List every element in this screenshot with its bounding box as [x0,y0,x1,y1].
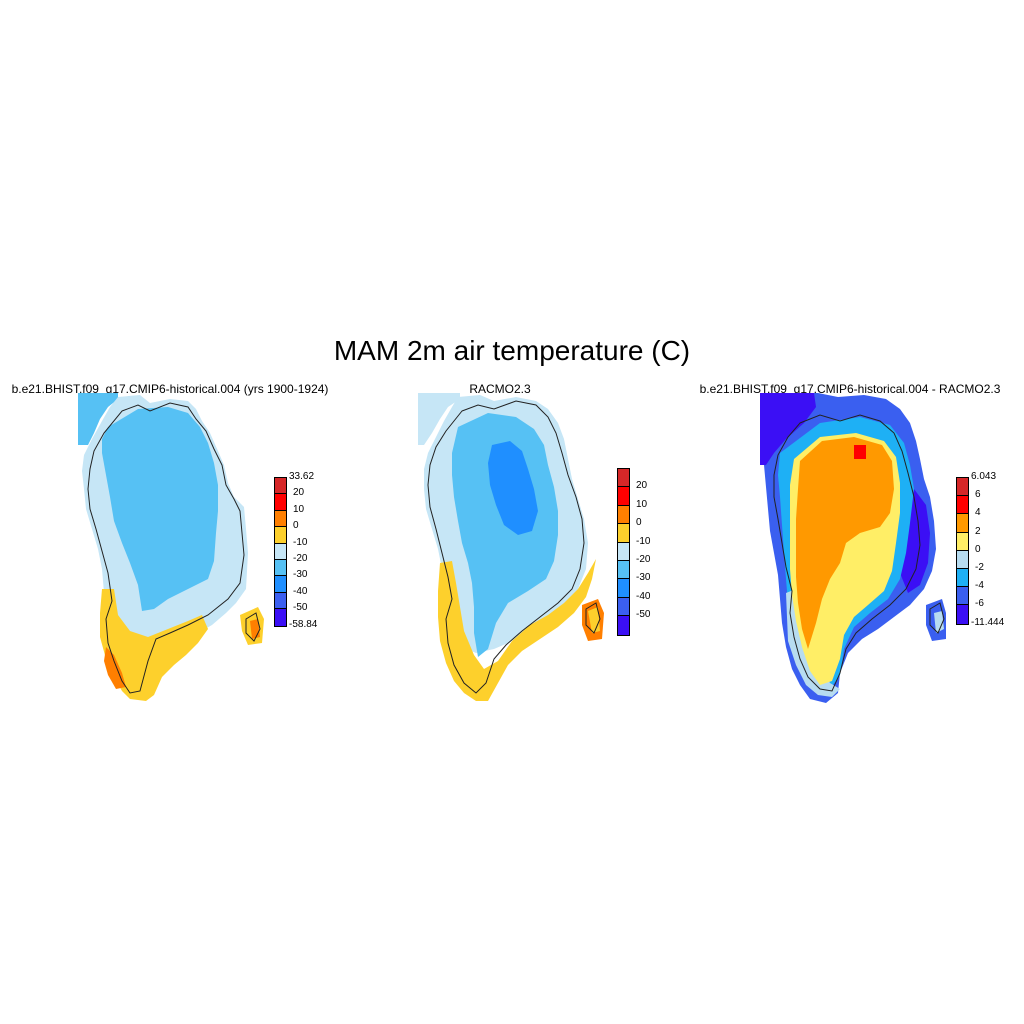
panel-3-map [760,393,946,703]
colorbar-tick-label: 0 [975,543,981,555]
panel-3-red-spot [854,445,866,459]
panel-1-map [78,393,264,701]
panel-2-ocean-corner [418,393,460,445]
colorbar-swatch [275,478,286,495]
colorbar-tick-label: 0 [636,517,642,529]
panel-2-map [418,393,604,701]
panel-2-cold-core [488,441,538,535]
colorbar-tick-label: 6.043 [971,471,997,482]
colorbar-tick-label: -20 [636,554,651,565]
colorbar-tick-label: 10 [636,498,648,510]
panel-1-colorbar [274,477,287,627]
panel-1-island-outline [245,612,261,642]
colorbar-swatch [618,505,629,525]
colorbar-swatch [275,592,286,610]
colorbar-swatch [275,576,286,593]
panel-1-interior-zone [102,407,218,611]
colorbar-tick-label: 2 [975,525,981,537]
colorbar-tick-label: -40 [636,590,651,602]
colorbar-tick-label: -11.444 [971,616,1005,628]
colorbar-swatch [618,542,629,561]
colorbar-tick-label: -40 [293,585,308,597]
colorbar-tick-label: 0 [293,520,299,532]
panel-3-coastline [773,414,921,692]
colorbar-tick-label: 10 [293,503,305,515]
panel-1-title: b.e21.BHIST.f09_g17.CMIP6-historical.004… [11,382,329,396]
colorbar-tick-label: -10 [293,536,308,548]
colorbar-swatch [957,478,968,497]
colorbar-tick-label: -30 [636,572,651,584]
colorbar-swatch [618,579,629,598]
colorbar-swatch [275,510,286,528]
colorbar-tick-label: -30 [293,569,308,581]
colorbar-tick-label: -6 [975,598,984,610]
colorbar-swatch [618,524,629,543]
colorbar-tick-label: -20 [293,553,308,564]
colorbar-swatch [618,560,629,580]
colorbar-swatch [275,543,286,560]
figure-title: MAM 2m air temperature (C) [333,335,691,366]
colorbar-swatch [618,597,629,617]
panel-3-title: b.e21.BHIST.f09_g17.CMIP6-historical.004… [699,382,1001,396]
colorbar-swatch [957,550,968,569]
panel-3-island-outline [929,602,945,634]
colorbar-tick-label: 20 [293,487,305,499]
panel-3-coldest-zone [760,393,816,465]
colorbar-tick-label: 4 [975,507,981,519]
colorbar-tick-label: -10 [636,535,651,547]
colorbar-swatch [957,514,968,533]
colorbar-swatch [275,527,286,544]
panel-3-orange-zone [796,437,894,649]
panel-2-colorbar [617,468,630,636]
colorbar-swatch [618,469,629,488]
colorbar-tick-label: -2 [975,562,984,573]
colorbar-tick-label: -50 [636,609,651,621]
colorbar-swatch [275,609,286,626]
colorbar-tick-label: -4 [975,580,984,592]
panel-2-coastline [427,400,585,694]
colorbar-swatch [957,605,968,624]
panel-2-island-outline [585,602,601,634]
panel-2-mid-zone [452,413,558,657]
colorbar-swatch [618,487,629,506]
panel-1-ocean-corner [78,393,118,445]
colorbar-tick-label: -58.84 [289,618,318,630]
panel-3-island-inner [934,611,944,633]
panel-2-title: RACMO2.3 [469,382,531,396]
panel-3-colorbar [956,477,969,625]
colorbar-swatch [957,496,968,515]
colorbar-tick-label: -50 [293,602,308,614]
colorbar-tick-label: 33.62 [289,471,315,482]
colorbar-swatch [275,559,286,577]
colorbar-swatch [957,532,968,551]
panel-2-coast-warm-zone [438,559,596,701]
colorbar-swatch [275,494,286,511]
colorbar-tick-label: 6 [975,489,981,501]
colorbar-swatch [618,616,629,635]
colorbar-tick-label: 20 [636,480,648,492]
colorbar-swatch [957,587,968,606]
colorbar-swatch [957,568,968,588]
panel-1-coastline [87,402,245,694]
